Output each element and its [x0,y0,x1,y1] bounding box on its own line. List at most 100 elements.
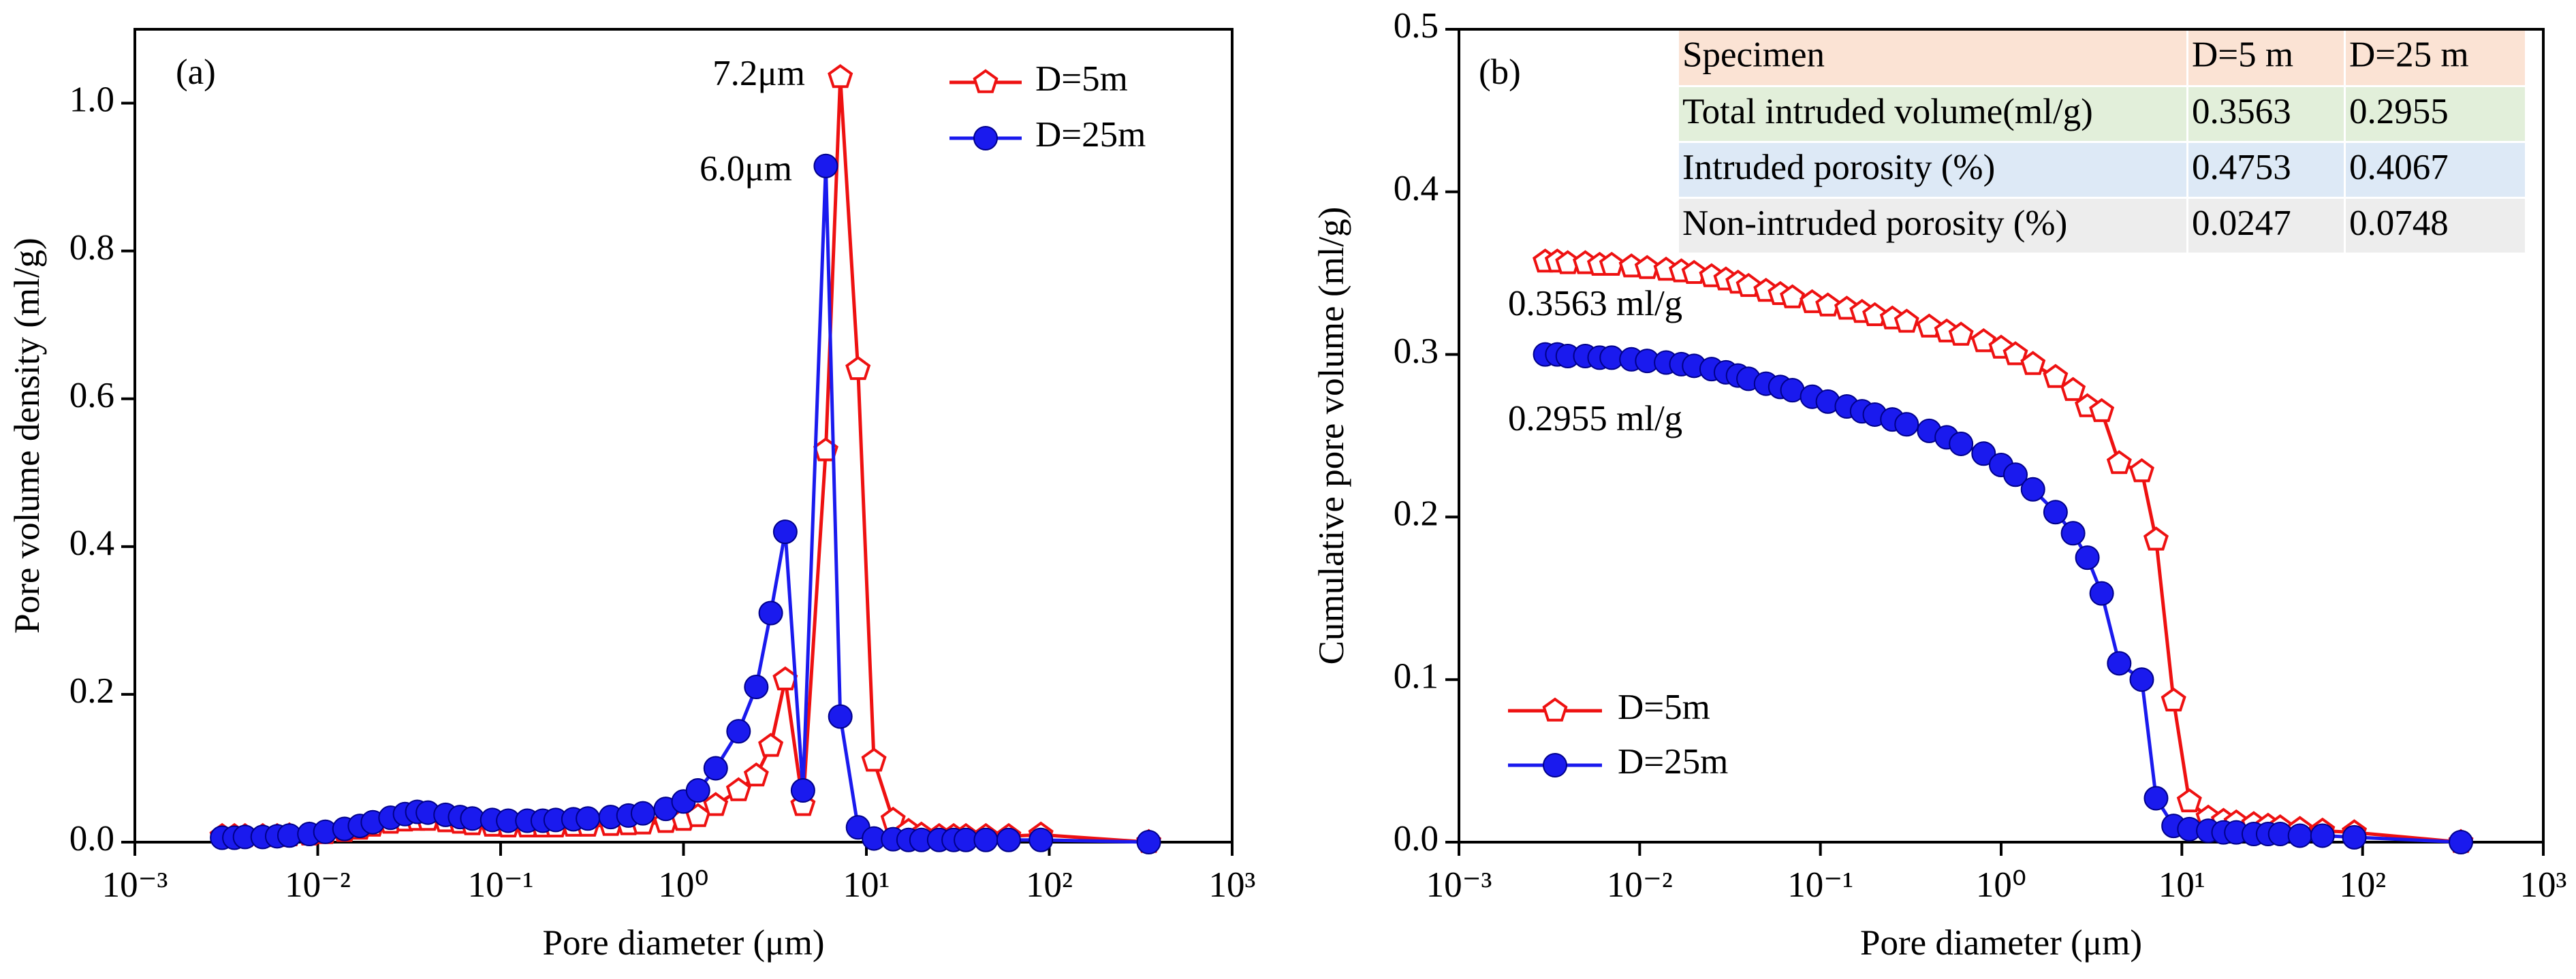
series-line [222,165,1149,844]
table-text: Intruded porosity (%) [1682,148,1995,187]
marker [973,827,999,852]
y-tick-label: 0.0 [69,819,114,858]
table-cell [1679,143,2186,197]
marker [744,675,769,700]
x-tick-label: 10² [1026,865,1073,905]
marker [2043,500,2068,525]
marker [1028,827,1054,852]
marker [813,153,838,178]
y-tick-label: 0.4 [1394,169,1439,208]
y-tick-label: 1.0 [69,80,114,120]
marker [1971,441,1996,466]
marker [2043,364,2069,388]
marker [1894,308,1919,333]
marker [845,355,871,381]
y-tick-label: 0.3 [1394,332,1439,371]
marker [2089,398,2115,422]
x-tick-label: 10⁻¹ [1787,865,1853,905]
marker [2287,823,2312,848]
x-tick-label: 10⁻¹ [468,865,534,905]
marker [2449,830,2474,854]
table-text: D=5 m [2192,35,2293,75]
legend-label: D=5m [1035,59,1128,99]
marker [703,792,729,816]
annotation: 7.2μm [712,54,805,93]
y-tick-label: 0.8 [69,228,114,268]
y-tick-label: 0.0 [1394,819,1439,858]
panel-label: (a) [176,52,216,92]
table-text: Total intruded volume(ml/g) [1682,92,2093,131]
annotation: 6.0μm [700,149,792,189]
marker [1949,431,1974,456]
marker [772,519,798,545]
x-tick-label: 10⁻² [285,865,351,905]
marker [630,801,655,826]
x-tick-label: 10⁻² [1607,865,1673,905]
marker [2129,667,2154,692]
table-text: Specimen [1682,35,1825,75]
marker [726,719,751,744]
marker [2020,477,2045,502]
marker [1681,259,1707,284]
marker [1136,830,1161,854]
table-cell [2188,199,2344,253]
y-tick-label: 0.6 [69,376,114,415]
y-tick-label: 0.5 [1394,6,1439,46]
table-cell [2346,87,2525,141]
y-tick-label: 0.2 [69,671,114,711]
marker [2161,687,2186,711]
marker [790,778,815,803]
x-axis-label: Pore diameter (μm) [543,923,825,963]
legend-marker [973,69,999,93]
marker [828,704,853,729]
table-text: 0.2955 [2349,92,2449,131]
table-cell [2188,87,2344,141]
table-cell [2346,29,2525,85]
marker [1780,284,1806,308]
y-tick-label: 0.1 [1394,656,1439,696]
marker [2310,823,2335,848]
y-tick-label: 0.4 [69,524,114,563]
x-tick-label: 10² [2339,865,2386,905]
marker [1894,412,1919,437]
marker [2342,824,2367,850]
legend-label: D=5m [1618,688,1710,727]
marker [725,777,751,801]
marker [996,827,1021,852]
marker [576,806,601,831]
marker [2107,651,2132,676]
y-tick-label: 0.2 [1394,494,1439,534]
table-text: Non-intruded porosity (%) [1682,204,2067,243]
marker [2060,376,2086,401]
table-text: 0.3563 [2192,92,2291,131]
annotation: 0.3563 ml/g [1508,284,1682,323]
marker [2129,458,2154,483]
x-tick-label: 10⁰ [1976,865,2026,905]
marker [703,756,728,781]
legend-marker [1543,753,1567,777]
x-tick-label: 10³ [1209,865,1256,905]
marker [2089,581,2114,606]
marker [1948,321,1974,346]
y-axis-label: Pore volume density (ml/g) [7,238,47,633]
x-tick-label: 10¹ [843,865,890,905]
y-axis-label: Cumulative pore volume (ml/g) [1312,207,1351,665]
annotation: 0.2955 ml/g [1508,399,1682,438]
table-cell [2188,29,2344,85]
marker [2075,545,2100,571]
marker [2176,788,2202,813]
x-tick-label: 10⁻³ [102,865,168,905]
marker [685,778,710,803]
marker [2020,351,2046,375]
marker [1862,302,1888,326]
marker [1916,313,1942,338]
table-cell [1679,199,2186,253]
marker [758,600,783,626]
marker [2143,786,2169,811]
marker [2060,521,2086,546]
marker [2106,450,2132,475]
table-cell [2346,143,2525,197]
marker [1815,292,1841,317]
table-text: 0.0247 [2192,204,2291,243]
